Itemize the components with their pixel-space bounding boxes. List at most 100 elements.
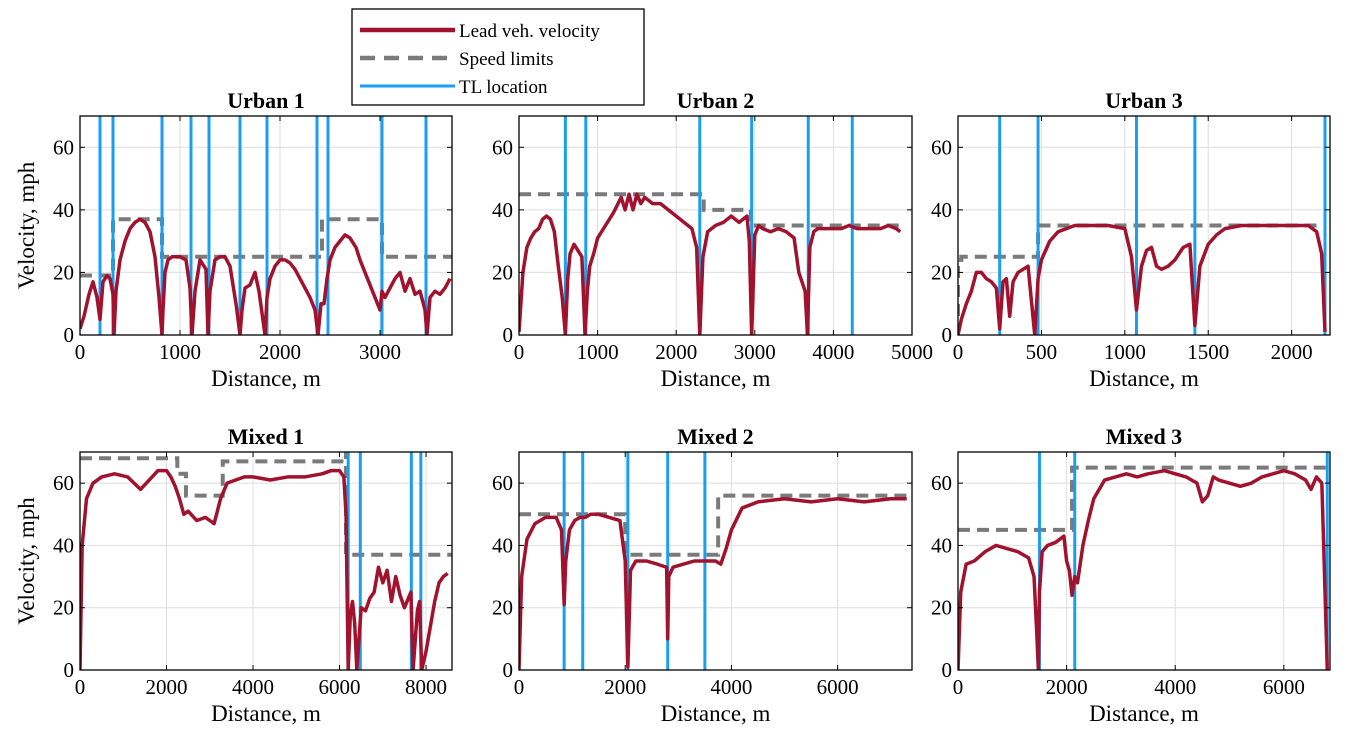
plot-series bbox=[958, 116, 1327, 335]
legend-speed-limit-label: Speed limits bbox=[459, 49, 553, 70]
y-tick-label: 0 bbox=[503, 323, 514, 347]
chart-title: Mixed 2 bbox=[677, 424, 753, 449]
chart-title: Mixed 1 bbox=[228, 424, 304, 449]
y-tick-label: 60 bbox=[53, 471, 74, 495]
y-axis-label: Velocity, mph bbox=[14, 161, 39, 289]
x-axis-label: Distance, m bbox=[211, 366, 321, 391]
legend-velocity-label: Lead veh. velocity bbox=[459, 21, 600, 42]
velocity-line bbox=[80, 217, 452, 335]
x-tick-label: 6000 bbox=[817, 675, 859, 699]
y-tick-label: 0 bbox=[64, 658, 75, 682]
x-tick-label: 6000 bbox=[1263, 675, 1305, 699]
y-tick-label: 60 bbox=[492, 471, 513, 495]
x-tick-label: 1500 bbox=[1187, 340, 1229, 364]
plot-series bbox=[519, 116, 905, 335]
chart-title: Mixed 3 bbox=[1106, 424, 1182, 449]
axes-frame bbox=[518, 451, 913, 671]
chart-panel-1: 0 1000 2000 3000 0 20 40 60 Urban 1 Distance, m Ve… bbox=[14, 88, 453, 391]
x-tick-label: 5000 bbox=[891, 340, 933, 364]
x-tick-label: 1000 bbox=[1104, 340, 1146, 364]
x-tick-label: 0 bbox=[514, 340, 525, 364]
x-tick-label: 8000 bbox=[405, 675, 447, 699]
speed-limit-line bbox=[958, 223, 1325, 335]
y-tick-label: 40 bbox=[931, 533, 952, 557]
plot-series bbox=[519, 452, 907, 670]
chart-panel-2: 0 1000 2000 3000 4000 5000 0 20 40 60 Urban 2 Dista… bbox=[492, 88, 933, 391]
y-tick-label: 20 bbox=[53, 260, 74, 284]
plot-series bbox=[80, 452, 452, 670]
y-tick-label: 40 bbox=[53, 533, 74, 557]
x-tick-label: 2000 bbox=[655, 340, 697, 364]
axes-frame bbox=[957, 451, 1331, 671]
x-tick-label: 4000 bbox=[710, 675, 752, 699]
y-axis-label: Velocity, mph bbox=[14, 497, 39, 625]
x-tick-label: 500 bbox=[1026, 340, 1058, 364]
y-tick-label: 0 bbox=[942, 658, 953, 682]
y-tick-label: 0 bbox=[503, 658, 514, 682]
x-tick-label: 2000 bbox=[604, 675, 646, 699]
x-tick-label: 6000 bbox=[319, 675, 361, 699]
x-tick-label: 2000 bbox=[259, 340, 301, 364]
speed-limit-line bbox=[958, 465, 1328, 532]
x-axis-label: Distance, m bbox=[1089, 366, 1199, 391]
y-tick-label: 20 bbox=[53, 596, 74, 620]
velocity-line bbox=[80, 468, 449, 670]
y-tick-label: 40 bbox=[53, 198, 74, 222]
velocity-line bbox=[519, 192, 902, 335]
y-tick-label: 40 bbox=[492, 198, 513, 222]
y-tick-label: 60 bbox=[53, 135, 74, 159]
y-tick-label: 40 bbox=[492, 533, 513, 557]
plot-series bbox=[80, 116, 452, 335]
x-axis-label: Distance, m bbox=[1089, 701, 1199, 726]
x-tick-label: 4000 bbox=[232, 675, 274, 699]
y-tick-label: 0 bbox=[942, 323, 953, 347]
x-tick-label: 1000 bbox=[159, 340, 201, 364]
chart-title: Urban 1 bbox=[227, 88, 305, 113]
x-tick-label: 0 bbox=[514, 675, 525, 699]
x-axis-label: Distance, m bbox=[661, 701, 771, 726]
x-axis-label: Distance, m bbox=[661, 366, 771, 391]
velocity-line bbox=[958, 223, 1327, 335]
chart-panel-5: 0 2000 4000 6000 0 20 40 60 Mixed 2 Distance, m bbox=[492, 424, 913, 726]
legend-box bbox=[351, 8, 645, 106]
x-tick-label: 0 bbox=[953, 675, 964, 699]
y-tick-label: 20 bbox=[492, 260, 513, 284]
y-tick-label: 60 bbox=[492, 135, 513, 159]
y-tick-label: 20 bbox=[931, 260, 952, 284]
axes-frame bbox=[79, 115, 453, 336]
axes-frame bbox=[79, 451, 453, 671]
chart-panel-4: 0 2000 4000 6000 8000 0 20 40 60 Mixed 1 Distance,… bbox=[14, 424, 453, 726]
x-tick-label: 3000 bbox=[734, 340, 776, 364]
y-tick-label: 60 bbox=[931, 471, 952, 495]
x-tick-label: 3000 bbox=[359, 340, 401, 364]
x-tick-label: 0 bbox=[75, 340, 86, 364]
speed-limit-line bbox=[519, 493, 907, 557]
velocity-line bbox=[958, 468, 1330, 670]
y-tick-label: 0 bbox=[64, 323, 75, 347]
x-tick-label: 2000 bbox=[1046, 675, 1088, 699]
y-tick-label: 20 bbox=[931, 596, 952, 620]
x-tick-label: 4000 bbox=[812, 340, 854, 364]
y-tick-label: 60 bbox=[931, 135, 952, 159]
speed-limit-line bbox=[519, 192, 905, 228]
x-tick-label: 1000 bbox=[577, 340, 619, 364]
x-tick-label: 0 bbox=[75, 675, 86, 699]
chart-title: Urban 2 bbox=[677, 88, 755, 113]
axes-frame bbox=[518, 115, 913, 336]
legend-traffic-light-label: TL location bbox=[459, 77, 548, 98]
plot-area bbox=[958, 452, 1330, 670]
plot-series bbox=[958, 452, 1330, 670]
x-tick-label: 2000 bbox=[1271, 340, 1313, 364]
x-tick-label: 2000 bbox=[146, 675, 188, 699]
chart-title: Urban 3 bbox=[1105, 88, 1183, 113]
y-tick-label: 40 bbox=[931, 198, 952, 222]
axes-frame bbox=[957, 115, 1331, 336]
chart-panel-3: 0 500 1000 1500 2000 0 20 40 60 Urban 3 Distance, … bbox=[931, 88, 1331, 391]
velocity-line bbox=[519, 496, 907, 670]
x-axis-label: Distance, m bbox=[211, 701, 321, 726]
y-tick-label: 20 bbox=[492, 596, 513, 620]
x-tick-label: 0 bbox=[953, 340, 964, 364]
x-tick-label: 4000 bbox=[1154, 675, 1196, 699]
